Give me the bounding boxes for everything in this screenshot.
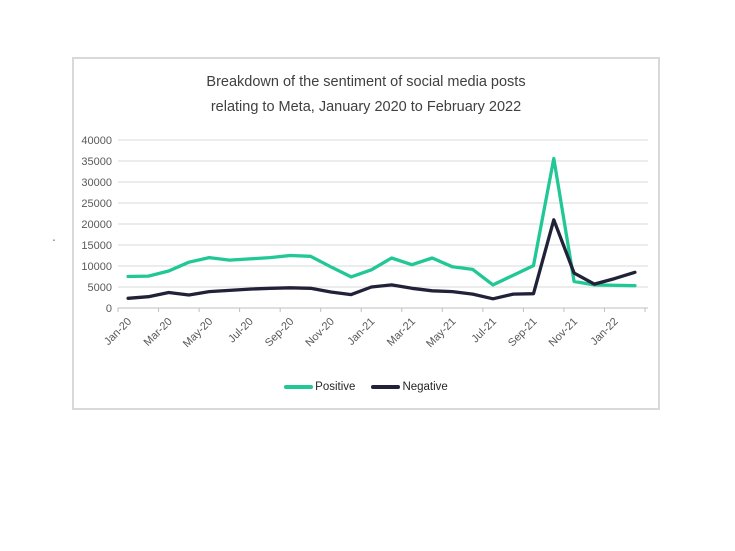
legend-swatch-negative (371, 385, 401, 389)
stray-dot-artifact: . (52, 228, 56, 244)
x-axis-tick-label: Jul-21 (469, 316, 499, 346)
x-axis-tick-label: Jan-22 (588, 316, 620, 348)
x-axis-tick-label: Jul-20 (226, 316, 256, 346)
legend-swatch-positive (284, 385, 314, 389)
legend-label-positive: Positive (315, 381, 356, 393)
legend-label-negative: Negative (402, 381, 448, 393)
series-line-positive (126, 156, 637, 288)
y-axis-tick-label: 20000 (81, 219, 112, 231)
y-axis-tick-label: 5000 (88, 282, 112, 294)
x-axis-tick-label: Nov-20 (303, 316, 337, 350)
x-axis-tick-label: Jan-21 (345, 316, 377, 348)
chart-title-line-1: Breakdown of the sentiment of social med… (206, 74, 526, 90)
x-axis-tick-label: May-21 (424, 316, 458, 350)
chart-title: Breakdown of the sentiment of social med… (74, 70, 658, 120)
y-axis-tick-label: 40000 (81, 135, 112, 147)
y-axis-tick-label: 30000 (81, 177, 112, 189)
x-axis-tick-label: Mar-21 (385, 316, 418, 349)
chart-legend: Positive Negative (74, 378, 658, 396)
legend-item-positive: Positive (284, 381, 355, 393)
chart-title-line-2: relating to Meta, January 2020 to Februa… (210, 99, 522, 115)
x-axis-tick-label: Jan-20 (102, 316, 134, 348)
y-axis-tick-label: 0 (106, 303, 112, 315)
y-axis-tick-label: 35000 (81, 156, 112, 168)
legend-item-negative: Negative (371, 381, 448, 393)
y-axis-tick-label: 10000 (81, 261, 112, 273)
y-axis-tick-label: 25000 (81, 198, 112, 210)
x-axis-tick-label: Sep-21 (506, 316, 540, 350)
y-axis-tick-label: 15000 (81, 240, 112, 252)
x-axis-tick-label: Nov-21 (547, 316, 581, 350)
series-line-negative (126, 218, 637, 301)
x-axis-tick-label: Mar-20 (142, 316, 175, 349)
x-axis-tick-label: May-20 (181, 316, 215, 350)
x-axis-tick-label: Sep-20 (263, 316, 297, 350)
sentiment-line-chart: Breakdown of the sentiment of social med… (72, 57, 660, 410)
plot-area: 0 5000 10000 15000 20000 25000 30000 35000 40000… (81, 135, 648, 350)
